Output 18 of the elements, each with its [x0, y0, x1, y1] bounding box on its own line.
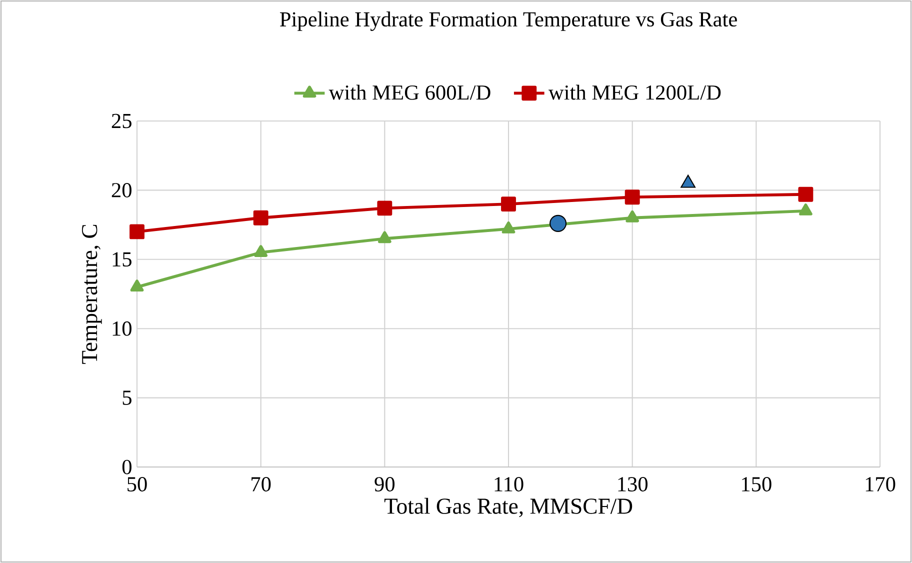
y-tick-label: 15 — [112, 252, 132, 267]
y-tick-label: 5 — [122, 390, 132, 405]
y-axis-title: Temperature, C — [82, 224, 102, 364]
x-tick-label: 50 — [128, 477, 147, 492]
y-tick-label: 25 — [112, 114, 132, 128]
y-tick-label: 0 — [122, 460, 132, 474]
legend-label: with MEG 600L/D — [328, 84, 490, 100]
x-tick-label: 70 — [252, 477, 271, 492]
y-tick-label: 10 — [112, 321, 132, 336]
legend-label: with MEG 1200L/D — [548, 84, 721, 100]
x-axis-title: Total Gas Rate, MMSCF/D — [384, 498, 632, 518]
x-tick-label: 110 — [494, 477, 524, 492]
y-tick-label: 20 — [112, 183, 132, 198]
chart-title: Pipeline Hydrate Formation Temperature vs Gas Rate — [280, 12, 737, 31]
x-tick-label: 90 — [374, 477, 395, 492]
x-tick-label: 150 — [742, 477, 772, 492]
x-tick-label: 170 — [866, 477, 896, 492]
x-tick-label: 130 — [618, 477, 648, 492]
